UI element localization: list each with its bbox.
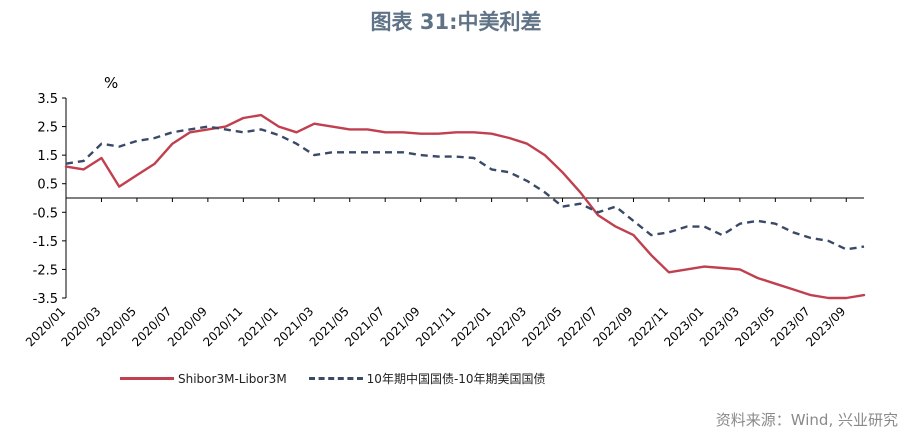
y-axis-unit: %	[104, 74, 119, 92]
series-line-shibor-libor	[64, 113, 866, 300]
y-tick-label: 2.5	[37, 121, 58, 136]
y-tick-label: -0.5	[33, 206, 58, 221]
y-tick-label: -1.5	[33, 235, 58, 250]
legend-item-shibor-libor: Shibor3M-Libor3M	[120, 372, 287, 386]
legend-swatch-dashed	[308, 377, 363, 380]
y-tick-label: 0.5	[37, 178, 58, 193]
y-tick-label: 3.5	[37, 92, 58, 107]
series-line-cn-us-bond	[65, 125, 865, 251]
chart-legend: Shibor3M-Libor3M 10年期中国国债-10年期美国国债	[120, 370, 568, 387]
source-note: 资料来源：Wind, 兴业研究	[715, 411, 898, 429]
y-tick-label: -3.5	[33, 292, 58, 307]
x-tick-label: 2023/09	[803, 304, 848, 349]
legend-item-cn-us-bond: 10年期中国国债-10年期美国国债	[308, 370, 546, 387]
chart-title: 图表 31:中美利差	[370, 10, 542, 34]
legend-swatch-solid	[120, 377, 174, 380]
legend-label: 10年期中国国债-10年期美国国债	[366, 372, 546, 386]
y-tick-label: -2.5	[33, 263, 58, 278]
legend-label: Shibor3M-Libor3M	[178, 371, 287, 386]
y-tick-label: 1.5	[37, 149, 58, 164]
